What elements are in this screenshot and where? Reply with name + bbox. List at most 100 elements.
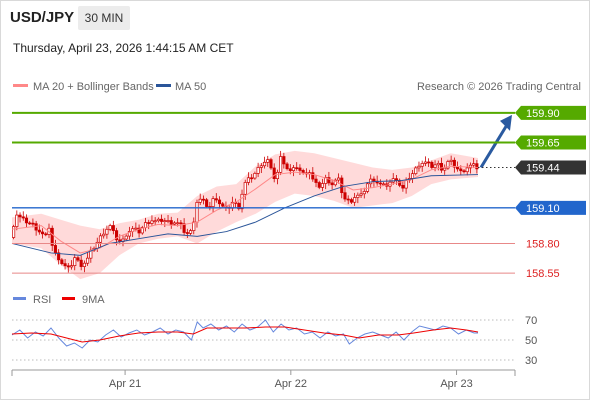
candle	[320, 178, 325, 192]
candle	[63, 258, 67, 270]
candle	[24, 214, 29, 228]
candle	[266, 155, 270, 167]
candle	[12, 224, 16, 240]
forecast-arrow-head	[500, 114, 512, 131]
rsi-tick-label: 50	[525, 335, 537, 347]
candle	[346, 195, 350, 205]
candle	[336, 173, 341, 184]
candle	[140, 225, 144, 235]
candle	[272, 163, 276, 183]
candle	[240, 189, 244, 213]
candle	[475, 159, 479, 174]
candle	[243, 179, 247, 200]
candle	[279, 150, 283, 176]
level-tag-159-90	[515, 105, 586, 120]
candle	[330, 179, 334, 190]
candle	[275, 169, 279, 185]
candle	[259, 163, 263, 174]
level-tag-159-10	[515, 200, 586, 215]
ma20-legend-swatch	[13, 84, 28, 87]
candle	[423, 156, 427, 167]
candle	[465, 163, 469, 176]
candle	[443, 164, 447, 175]
candle	[189, 228, 193, 236]
candle	[163, 217, 167, 228]
candle	[185, 228, 189, 238]
candle	[166, 214, 170, 224]
ma20-legend-label: MA 20 + Bollinger Bands	[33, 81, 154, 93]
candle	[111, 220, 115, 235]
candle	[362, 187, 366, 199]
candle	[430, 160, 434, 170]
candle	[439, 157, 444, 173]
candle	[314, 175, 318, 188]
candle	[462, 168, 466, 174]
candle	[250, 174, 254, 183]
bollinger-band-area	[12, 150, 478, 280]
candle	[343, 187, 347, 202]
candle	[253, 171, 257, 180]
candle	[153, 217, 157, 226]
datetime-label: Thursday, April 23, 2026 1:44:15 AM CET	[13, 41, 234, 55]
rsi-ma-line	[11, 326, 479, 343]
candle	[349, 197, 353, 205]
candle	[169, 216, 173, 229]
candle	[291, 164, 296, 177]
candle	[15, 210, 19, 231]
candle	[221, 201, 225, 208]
candle	[353, 192, 357, 206]
candle	[468, 162, 472, 174]
ma50-line	[11, 174, 479, 256]
x-axis: Apr 21 Apr 22 Apr 23	[11, 369, 516, 390]
candle	[79, 255, 83, 271]
candle	[28, 221, 32, 225]
candle	[34, 220, 38, 236]
level-tag-159-65	[515, 135, 586, 150]
candle	[198, 193, 202, 206]
candle	[98, 233, 103, 248]
candle	[150, 215, 154, 227]
candle	[41, 228, 45, 239]
candle	[60, 258, 64, 266]
candle	[382, 182, 386, 186]
candle	[82, 260, 86, 273]
candle	[365, 181, 370, 194]
level-label-158-55: 158.55	[526, 268, 560, 280]
rsi-tick-label: 30	[525, 355, 537, 367]
candle	[427, 158, 431, 167]
candle	[214, 193, 218, 203]
candle	[31, 218, 35, 228]
price-plot	[11, 114, 512, 280]
timeframe-button[interactable]: 30 MIN	[78, 6, 130, 30]
candle	[414, 166, 418, 176]
candle	[246, 172, 251, 186]
candle	[18, 212, 22, 223]
candle	[102, 228, 106, 239]
candle	[73, 254, 77, 271]
level-label-159-65: 159.65	[526, 138, 560, 150]
candle	[21, 211, 25, 221]
candle	[69, 260, 74, 270]
candle	[333, 178, 337, 187]
candle	[124, 234, 128, 241]
level-label-159-90: 159.90	[526, 108, 560, 120]
candle	[217, 196, 222, 209]
candle	[282, 152, 286, 169]
ma50-legend-label: MA 50	[175, 81, 206, 93]
candle	[66, 263, 70, 273]
candle	[201, 195, 205, 205]
candle	[127, 226, 131, 240]
level-label-159-44: 159.44	[526, 162, 560, 174]
candle	[108, 223, 112, 232]
level-label-159-10: 159.10	[526, 203, 560, 215]
candle	[137, 224, 141, 238]
x-tick-label: Apr 22	[275, 378, 307, 390]
candle	[317, 180, 321, 190]
candle	[420, 160, 424, 172]
candle	[192, 217, 196, 235]
candle	[359, 188, 363, 198]
candle	[160, 214, 164, 226]
candle	[452, 157, 456, 173]
rsi-legend-label: RSI	[33, 294, 51, 306]
